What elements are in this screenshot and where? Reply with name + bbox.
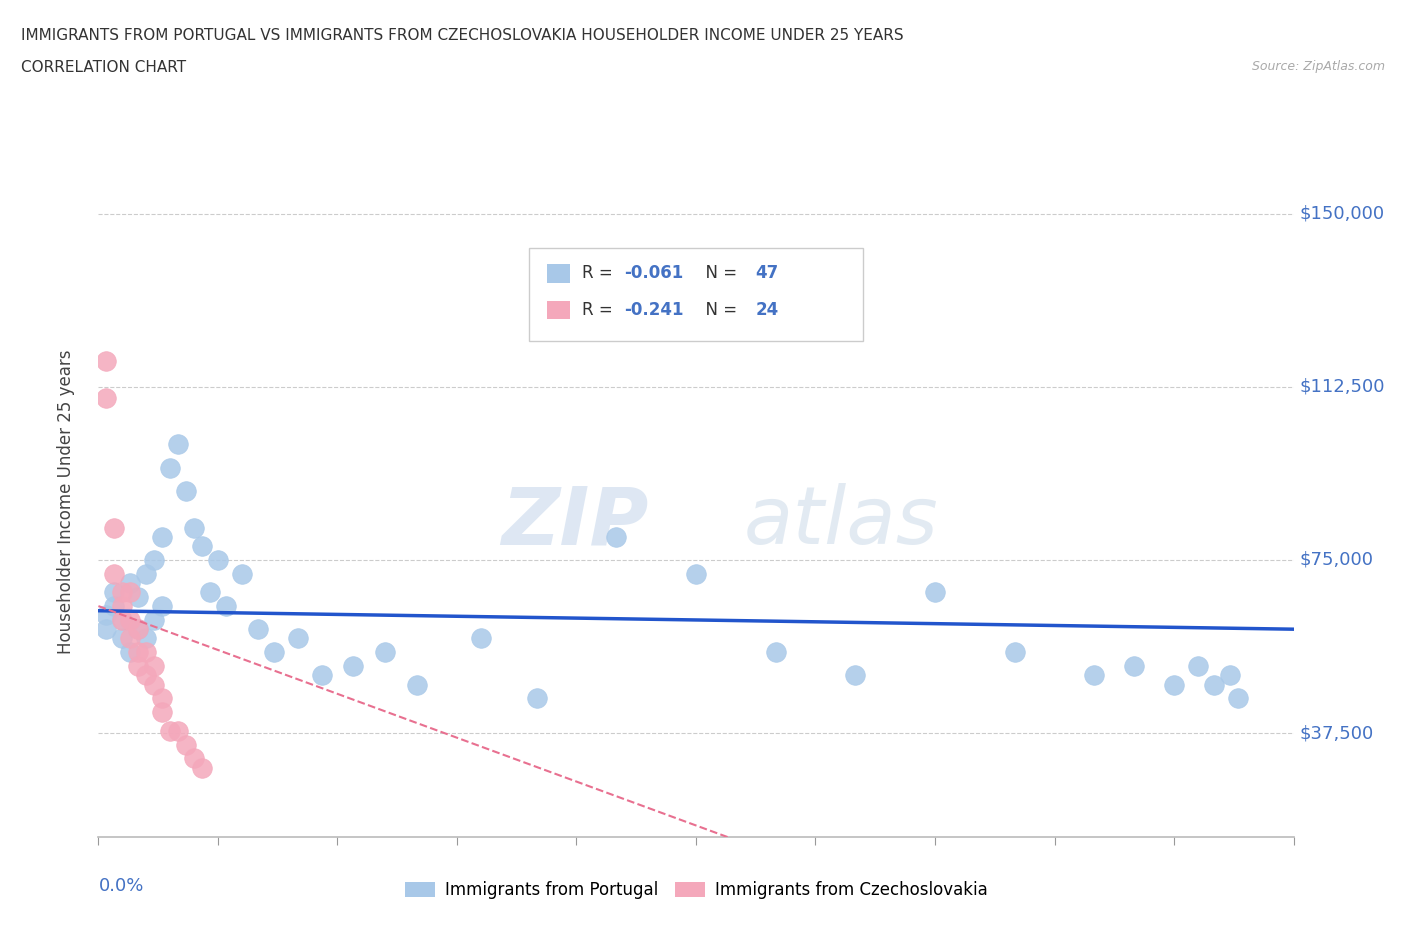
FancyBboxPatch shape <box>547 264 569 283</box>
Point <box>120 585 142 600</box>
Point <box>120 644 142 659</box>
Point <box>127 644 149 659</box>
Point <box>135 644 157 659</box>
Point <box>246 622 269 637</box>
Point <box>167 437 190 452</box>
Point <box>231 566 253 581</box>
Point <box>183 520 205 535</box>
Legend: Immigrants from Portugal, Immigrants from Czechoslovakia: Immigrants from Portugal, Immigrants fro… <box>398 874 994 906</box>
Point <box>263 644 285 659</box>
Point <box>135 631 157 645</box>
Point <box>526 691 548 706</box>
Point <box>127 622 149 637</box>
Point <box>174 484 197 498</box>
Text: 24: 24 <box>755 301 779 319</box>
Text: $112,500: $112,500 <box>1299 378 1385 396</box>
Point <box>111 613 134 628</box>
Point <box>96 608 118 623</box>
Point <box>103 566 125 581</box>
Point <box>103 599 125 614</box>
Point <box>135 566 157 581</box>
Text: R =: R = <box>582 301 619 319</box>
Point <box>470 631 492 645</box>
Point <box>111 599 134 614</box>
Point <box>96 622 118 637</box>
Text: atlas: atlas <box>744 484 939 562</box>
Text: $150,000: $150,000 <box>1299 205 1385 222</box>
Text: IMMIGRANTS FROM PORTUGAL VS IMMIGRANTS FROM CZECHOSLOVAKIA HOUSEHOLDER INCOME UN: IMMIGRANTS FROM PORTUGAL VS IMMIGRANTS F… <box>21 28 904 43</box>
Point <box>135 668 157 683</box>
Point <box>103 520 125 535</box>
Point <box>191 761 214 776</box>
Point <box>150 599 173 614</box>
Point <box>207 552 229 567</box>
FancyBboxPatch shape <box>547 300 569 319</box>
Point <box>150 529 173 544</box>
Point <box>143 552 166 567</box>
Point <box>127 590 149 604</box>
Point <box>374 644 396 659</box>
Point <box>1083 668 1105 683</box>
Text: 47: 47 <box>755 264 779 282</box>
Text: -0.241: -0.241 <box>624 301 683 319</box>
Point <box>605 529 627 544</box>
Point <box>127 658 149 673</box>
Point <box>685 566 707 581</box>
Point <box>1004 644 1026 659</box>
Text: CORRELATION CHART: CORRELATION CHART <box>21 60 186 75</box>
Point <box>120 631 142 645</box>
Point <box>103 585 125 600</box>
Text: Source: ZipAtlas.com: Source: ZipAtlas.com <box>1251 60 1385 73</box>
Point <box>120 576 142 591</box>
Point <box>111 613 134 628</box>
Point <box>167 724 190 738</box>
Text: N =: N = <box>696 264 742 282</box>
Y-axis label: Householder Income Under 25 years: Householder Income Under 25 years <box>56 350 75 655</box>
Point <box>1123 658 1146 673</box>
Point <box>159 724 181 738</box>
FancyBboxPatch shape <box>529 247 863 341</box>
Point <box>1187 658 1209 673</box>
Text: $75,000: $75,000 <box>1299 551 1374 569</box>
Text: 0.0%: 0.0% <box>98 877 143 896</box>
Point <box>150 705 173 720</box>
Point <box>215 599 238 614</box>
Point <box>96 354 118 369</box>
Point <box>311 668 333 683</box>
Text: -0.061: -0.061 <box>624 264 683 282</box>
Point <box>844 668 866 683</box>
Text: ZIP: ZIP <box>501 484 648 562</box>
Point <box>143 658 166 673</box>
Point <box>96 391 118 405</box>
Point <box>1226 691 1249 706</box>
Point <box>183 751 205 766</box>
Point <box>127 622 149 637</box>
Point <box>159 460 181 475</box>
Point <box>174 737 197 752</box>
Text: N =: N = <box>696 301 742 319</box>
Point <box>406 677 429 692</box>
Point <box>1202 677 1225 692</box>
Point <box>111 585 134 600</box>
Point <box>1219 668 1241 683</box>
Point <box>1163 677 1185 692</box>
Point <box>120 613 142 628</box>
Point <box>287 631 309 645</box>
Text: R =: R = <box>582 264 619 282</box>
Point <box>143 613 166 628</box>
Point <box>191 538 214 553</box>
Point <box>111 631 134 645</box>
Point <box>198 585 221 600</box>
Point <box>765 644 787 659</box>
Point <box>150 691 173 706</box>
Point <box>924 585 946 600</box>
Point <box>143 677 166 692</box>
Text: $37,500: $37,500 <box>1299 724 1374 742</box>
Point <box>342 658 364 673</box>
